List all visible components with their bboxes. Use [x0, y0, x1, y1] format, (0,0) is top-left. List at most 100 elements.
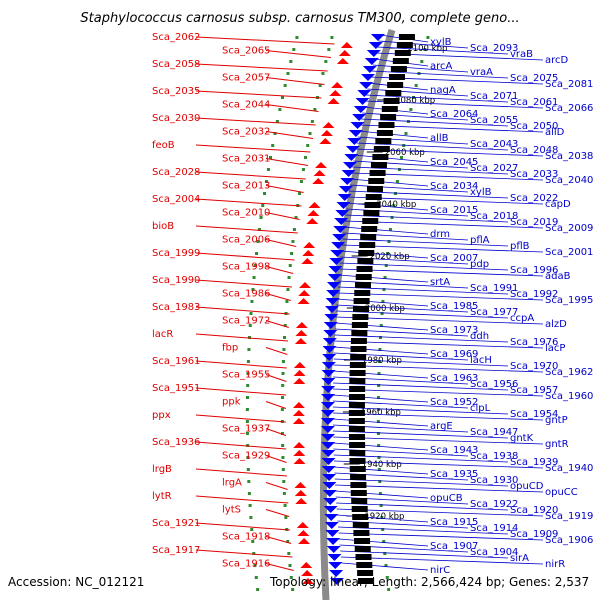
tick-dot-2 [377, 384, 381, 387]
tick-dot-1 [283, 504, 287, 507]
reverse-gene-label: allD [545, 127, 565, 138]
feature-block [354, 282, 371, 288]
reverse-leader-line [361, 118, 509, 127]
feature-block [364, 202, 381, 208]
tick-dot-0 [245, 396, 249, 399]
reverse-leader-line [352, 166, 509, 175]
forward-leader-line [195, 117, 316, 126]
forward-leader-line [265, 563, 294, 571]
kbp-label: 2080 kbp [395, 96, 435, 106]
tick-dot-0 [246, 372, 250, 375]
forward-gene-label: Sca_1951 [152, 383, 200, 394]
reverse-gene-arrow [321, 362, 336, 369]
reverse-gene-arrow [344, 154, 359, 161]
map-title: Staphylococcus carnosus subsp. carnosus … [80, 11, 519, 26]
reverse-gene-arrow [331, 242, 346, 249]
reverse-gene-arrow [336, 202, 351, 209]
forward-leader-line [195, 252, 295, 261]
reverse-gene-arrow [350, 122, 365, 129]
reverse-gene-arrow [366, 50, 381, 57]
tick-dot-1 [281, 360, 285, 363]
reverse-gene-arrow [345, 146, 360, 153]
tick-dot-1 [291, 240, 295, 243]
reverse-gene-label: pflB [510, 241, 530, 252]
tick-dot-0 [247, 348, 251, 351]
reverse-leader-line [333, 442, 429, 451]
forward-leader-line [195, 495, 289, 504]
reverse-gene-label: Sca_2038 [545, 151, 593, 162]
tick-dot-2 [414, 84, 418, 87]
tick-dot-1 [330, 36, 334, 39]
reverse-gene-arrow [347, 138, 362, 145]
reverse-leader-line [337, 292, 544, 301]
feature-block [357, 570, 374, 576]
tick-dot-1 [280, 432, 284, 435]
feature-block [349, 458, 366, 464]
tick-dot-2 [386, 252, 390, 255]
reverse-leader-line [335, 316, 544, 325]
reverse-leader-line [333, 382, 509, 391]
reverse-gene-label: vraA [470, 67, 493, 78]
forward-gene-label: Sca_1998 [222, 262, 270, 273]
reverse-gene-arrow [326, 290, 341, 297]
tick-dot-1 [327, 48, 331, 51]
tick-dot-1 [304, 156, 308, 159]
tick-dot-0 [248, 504, 252, 507]
forward-leader-line [265, 104, 319, 112]
reverse-leader-line [338, 274, 429, 283]
forward-leader-line [195, 441, 287, 450]
forward-gene-arrow [313, 170, 326, 176]
tick-dot-0 [273, 132, 277, 135]
reverse-gene-arrow [330, 250, 345, 257]
forward-gene-arrow [301, 258, 314, 264]
reverse-gene-label: Sca_2066 [545, 103, 593, 114]
reverse-gene-arrow [322, 354, 337, 361]
reverse-leader-line [335, 310, 509, 319]
reverse-gene-arrow [332, 234, 347, 241]
reverse-leader-line [357, 136, 469, 145]
tick-dot-0 [251, 540, 255, 543]
kbp-label: 1920 kbp [364, 512, 404, 522]
forward-leader-line [195, 333, 289, 342]
feature-block [381, 106, 398, 112]
tick-dot-0 [250, 300, 254, 303]
feature-block [396, 42, 413, 48]
tick-dot-0 [250, 528, 254, 531]
reverse-leader-line [332, 394, 429, 403]
reverse-gene-label: lacH [470, 355, 492, 366]
tick-dot-0 [252, 276, 256, 279]
tick-dot-0 [249, 312, 253, 315]
forward-gene-label: feoB [152, 140, 175, 151]
reverse-gene-label: Sca_1920 [510, 505, 558, 516]
tick-dot-1 [282, 492, 286, 495]
forward-leader-line [265, 509, 290, 517]
reverse-gene-label: Sca_1976 [510, 337, 558, 348]
forward-leader-line [265, 266, 294, 274]
tick-dot-1 [286, 288, 290, 291]
reverse-leader-line [332, 412, 544, 421]
feature-block [358, 250, 375, 256]
feature-block [350, 338, 367, 344]
reverse-gene-label: Sca_1954 [510, 409, 558, 420]
forward-gene-arrow [292, 410, 305, 416]
forward-gene-arrow [307, 210, 320, 216]
tick-dot-1 [288, 564, 292, 567]
tick-dot-2 [378, 480, 382, 483]
reverse-gene-arrow [327, 554, 342, 561]
reverse-leader-line [333, 370, 429, 379]
forward-gene-arrow [298, 290, 311, 296]
forward-leader-line [265, 212, 300, 220]
reverse-leader-line [333, 358, 509, 367]
forward-gene-label: lrgB [152, 464, 172, 475]
forward-gene-label: Sca_2031 [222, 154, 270, 165]
feature-block [383, 98, 400, 104]
tick-dot-0 [269, 156, 273, 159]
reverse-gene-label: Sca_2040 [545, 175, 593, 186]
reverse-gene-label: allB [430, 133, 449, 144]
reverse-gene-label: Sca_1914 [470, 523, 518, 534]
forward-gene-label: Sca_2006 [222, 235, 270, 246]
forward-gene-arrow [308, 202, 321, 208]
feature-block [349, 394, 366, 400]
reverse-gene-label: adaB [545, 271, 571, 282]
accession-text: Accession: NC_012121 [8, 575, 144, 589]
